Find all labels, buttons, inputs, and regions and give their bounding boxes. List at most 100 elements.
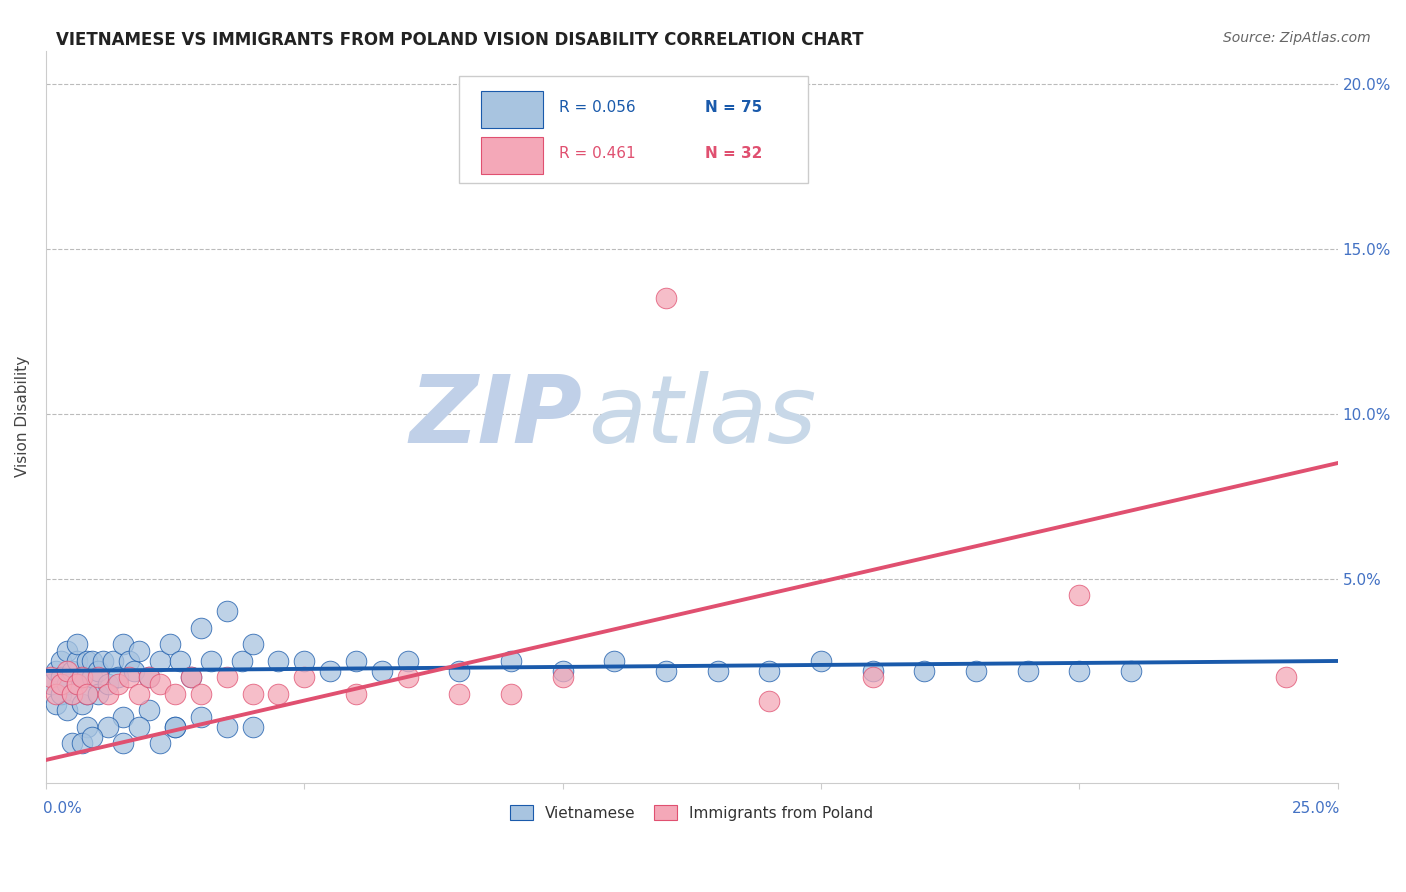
- Point: [242, 720, 264, 734]
- Text: atlas: atlas: [589, 371, 817, 462]
- Point: [499, 654, 522, 668]
- Point: [149, 654, 172, 668]
- Text: VIETNAMESE VS IMMIGRANTS FROM POLAND VISION DISABILITY CORRELATION CHART: VIETNAMESE VS IMMIGRANTS FROM POLAND VIS…: [56, 31, 863, 49]
- Point: [149, 736, 172, 750]
- Point: [159, 638, 181, 652]
- Point: [190, 621, 212, 635]
- Point: [1069, 588, 1091, 602]
- Legend: Vietnamese, Immigrants from Poland: Vietnamese, Immigrants from Poland: [505, 798, 880, 827]
- Text: N = 75: N = 75: [704, 100, 762, 114]
- Text: Source: ZipAtlas.com: Source: ZipAtlas.com: [1223, 31, 1371, 45]
- Point: [1017, 664, 1039, 678]
- Point: [82, 671, 104, 685]
- Point: [60, 736, 83, 750]
- Point: [706, 664, 728, 678]
- Point: [1275, 671, 1298, 685]
- Point: [912, 664, 935, 678]
- Point: [215, 605, 238, 619]
- Point: [319, 664, 342, 678]
- Point: [97, 677, 120, 691]
- Point: [76, 687, 98, 701]
- Point: [267, 654, 290, 668]
- Point: [51, 671, 73, 685]
- Point: [190, 710, 212, 724]
- Point: [242, 687, 264, 701]
- Point: [51, 687, 73, 701]
- Point: [242, 638, 264, 652]
- Point: [149, 677, 172, 691]
- Point: [60, 687, 83, 701]
- Text: ZIP: ZIP: [409, 371, 582, 463]
- Point: [66, 638, 89, 652]
- Point: [82, 730, 104, 744]
- Point: [215, 720, 238, 734]
- FancyBboxPatch shape: [481, 91, 543, 128]
- Point: [344, 687, 367, 701]
- Point: [215, 671, 238, 685]
- Point: [86, 671, 108, 685]
- Point: [70, 697, 93, 711]
- Point: [551, 671, 574, 685]
- Point: [231, 654, 253, 668]
- Point: [45, 664, 67, 678]
- Point: [758, 693, 780, 707]
- Point: [292, 654, 315, 668]
- FancyBboxPatch shape: [481, 137, 543, 174]
- Point: [862, 671, 884, 685]
- Point: [138, 703, 160, 717]
- Point: [51, 654, 73, 668]
- Point: [1069, 664, 1091, 678]
- Point: [82, 654, 104, 668]
- Point: [122, 664, 145, 678]
- Point: [655, 291, 678, 305]
- Point: [138, 671, 160, 685]
- Point: [45, 697, 67, 711]
- Point: [655, 664, 678, 678]
- Point: [758, 664, 780, 678]
- Point: [117, 671, 139, 685]
- Point: [55, 644, 77, 658]
- Point: [965, 664, 987, 678]
- Point: [39, 677, 62, 691]
- Point: [449, 664, 471, 678]
- Point: [190, 687, 212, 701]
- Point: [810, 654, 832, 668]
- Point: [55, 664, 77, 678]
- Point: [76, 687, 98, 701]
- Point: [138, 671, 160, 685]
- Text: 25.0%: 25.0%: [1292, 801, 1340, 816]
- Point: [45, 687, 67, 701]
- Point: [499, 687, 522, 701]
- Point: [112, 710, 135, 724]
- Point: [39, 671, 62, 685]
- Point: [1119, 664, 1142, 678]
- Point: [112, 638, 135, 652]
- Text: N = 32: N = 32: [704, 145, 762, 161]
- Y-axis label: Vision Disability: Vision Disability: [15, 356, 30, 477]
- Point: [169, 654, 191, 668]
- Point: [66, 677, 89, 691]
- Point: [128, 644, 150, 658]
- Point: [165, 720, 187, 734]
- Point: [76, 720, 98, 734]
- Point: [76, 654, 98, 668]
- Point: [86, 664, 108, 678]
- Point: [180, 671, 202, 685]
- Point: [267, 687, 290, 701]
- Point: [128, 720, 150, 734]
- Point: [97, 720, 120, 734]
- Point: [180, 671, 202, 685]
- Point: [165, 720, 187, 734]
- Point: [396, 671, 419, 685]
- Point: [60, 687, 83, 701]
- Point: [70, 736, 93, 750]
- Point: [107, 671, 129, 685]
- Text: R = 0.461: R = 0.461: [558, 145, 636, 161]
- FancyBboxPatch shape: [460, 77, 808, 183]
- Point: [371, 664, 394, 678]
- Point: [117, 654, 139, 668]
- Point: [603, 654, 626, 668]
- Point: [396, 654, 419, 668]
- Point: [344, 654, 367, 668]
- Point: [97, 687, 120, 701]
